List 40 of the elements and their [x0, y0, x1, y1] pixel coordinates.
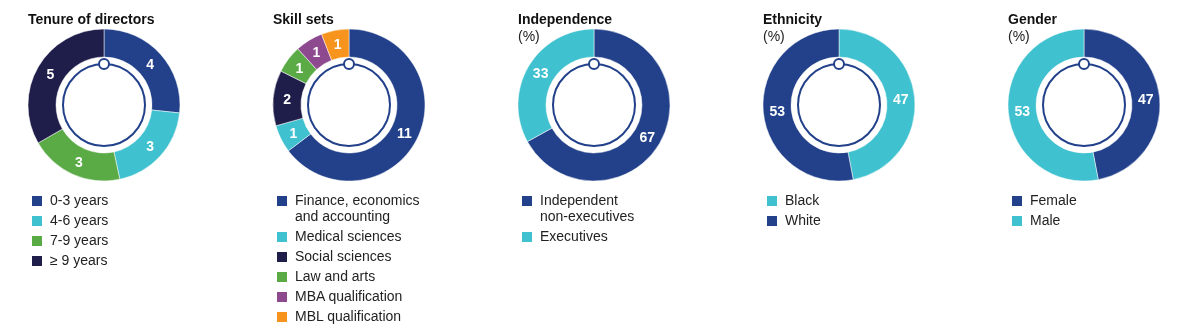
data-label: 11 [397, 124, 413, 141]
legend-label: MBA qualification [295, 288, 403, 304]
chart-subtitle: (%) [518, 28, 540, 44]
legend-label: Independent non-executives [540, 192, 635, 224]
legend-label: Law and arts [295, 268, 376, 284]
chart-title: Ethnicity [763, 11, 823, 27]
legend-label: Social sciences [295, 248, 392, 264]
legend-label: Female [1030, 192, 1077, 208]
legend-label: Black [785, 192, 821, 208]
chart-title: Independence [518, 11, 613, 27]
legend-label: Male [1030, 212, 1061, 228]
data-label: 1 [333, 36, 342, 53]
data-label: 33 [532, 65, 549, 82]
legend-label: MBL qualification [295, 308, 402, 324]
data-label: 47 [892, 91, 909, 108]
chart-subtitle: (%) [763, 28, 785, 44]
legend-label: White [785, 212, 821, 228]
data-label: 1 [295, 59, 304, 76]
legend-label: Executives [540, 228, 608, 244]
data-label: 1 [312, 44, 321, 61]
data-label: 2 [283, 91, 292, 108]
data-label: 47 [1137, 91, 1154, 108]
chart-title: Skill sets [273, 11, 334, 27]
data-label: 53 [1014, 102, 1031, 119]
chart-title: Tenure of directors [28, 11, 155, 27]
legend-label: Finance, economics and accounting [295, 192, 420, 224]
legend-label: ≥ 9 years [50, 252, 108, 268]
data-label: 53 [769, 102, 786, 119]
legend-label: 0-3 years [50, 192, 109, 208]
chart-subtitle: (%) [1008, 28, 1030, 44]
chart-title: Gender [1008, 11, 1058, 27]
legend-label: Medical sciences [295, 228, 402, 244]
legend-label: 4-6 years [50, 212, 109, 228]
data-label: 3 [74, 153, 83, 170]
data-label: 3 [146, 138, 155, 155]
data-label: 1 [289, 124, 298, 141]
data-label: 67 [639, 128, 656, 145]
legend-label: 7-9 years [50, 232, 109, 248]
data-label: 4 [146, 55, 155, 72]
data-label: 5 [46, 66, 55, 82]
